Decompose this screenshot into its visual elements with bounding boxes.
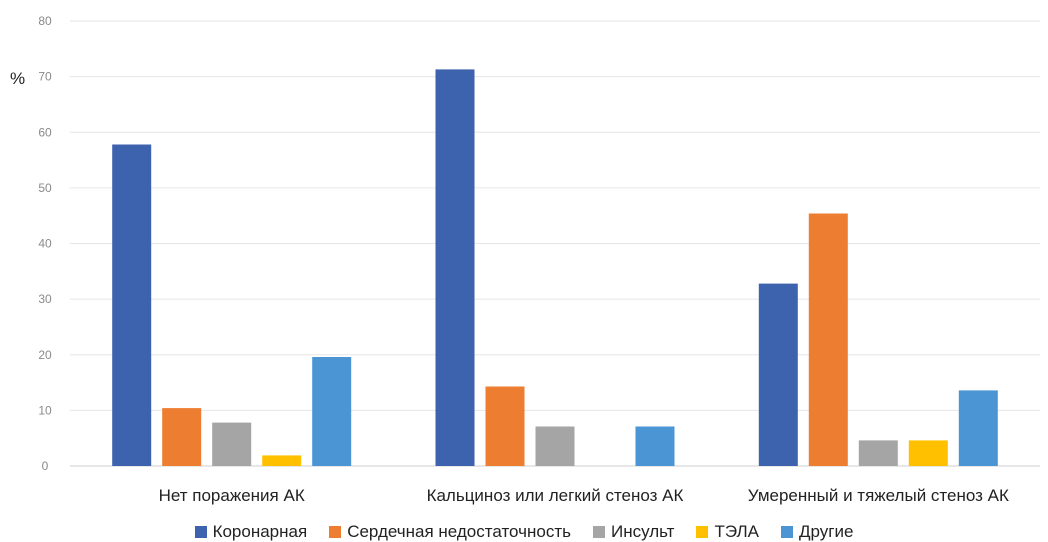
legend-label: Инсульт xyxy=(610,522,675,541)
legend-item: Сердечная недостаточность xyxy=(329,522,571,542)
legend-label: Другие xyxy=(798,522,854,541)
category-label: Нет поражения АК xyxy=(159,486,305,505)
y-tick-label: 80 xyxy=(38,14,52,28)
category-label: Кальциноз или легкий стеноз АК xyxy=(427,486,684,505)
bar xyxy=(958,390,998,466)
legend-item: Коронарная xyxy=(194,522,308,542)
bar xyxy=(112,144,152,466)
legend: Коронарная Сердечная недостаточность Инсул… xyxy=(0,522,1048,542)
legend-label: Коронарная xyxy=(212,522,308,541)
bar xyxy=(435,69,475,467)
legend-item: ТЭЛА xyxy=(696,522,759,542)
y-tick-label: 0 xyxy=(42,459,49,473)
y-tick-label: 50 xyxy=(38,181,52,195)
y-tick-label: 70 xyxy=(38,70,52,84)
bar xyxy=(858,440,898,466)
legend-item: Инсульт xyxy=(592,522,675,542)
y-tick-label: 30 xyxy=(38,292,52,306)
y-axis-ticks: 0 10 20 30 40 50 60 70 80 xyxy=(38,14,52,473)
y-tick-label: 60 xyxy=(38,125,52,139)
y-tick-label: 10 xyxy=(38,403,52,417)
bar xyxy=(162,408,202,466)
bar xyxy=(212,422,252,466)
bar xyxy=(262,455,302,466)
gridlines xyxy=(70,20,1040,467)
bar xyxy=(535,426,575,466)
y-tick-label: 40 xyxy=(38,237,52,251)
bars xyxy=(112,69,998,467)
legend-swatch xyxy=(696,526,709,538)
legend-swatch xyxy=(592,526,605,538)
bar xyxy=(635,426,675,466)
y-axis-label: % xyxy=(10,69,25,88)
category-label: Умеренный и тяжелый стеноз АК xyxy=(748,486,1009,505)
bar xyxy=(908,440,948,466)
bar xyxy=(758,283,798,466)
category-labels: Нет поражения АК Кальциноз или легкий сте… xyxy=(159,486,1009,505)
legend-swatch xyxy=(780,526,793,538)
bar xyxy=(312,357,352,466)
legend-label: Сердечная недостаточность xyxy=(347,522,571,541)
legend-swatch xyxy=(329,526,342,538)
legend-item: Другие xyxy=(780,522,854,542)
legend-swatch xyxy=(194,526,207,538)
y-tick-label: 20 xyxy=(38,348,52,362)
legend-label: ТЭЛА xyxy=(714,522,759,541)
bar xyxy=(808,213,848,466)
bar-chart: 0 10 20 30 40 50 60 70 80 % Нет поражения АК Каль… xyxy=(10,14,1040,505)
bar xyxy=(485,386,525,466)
